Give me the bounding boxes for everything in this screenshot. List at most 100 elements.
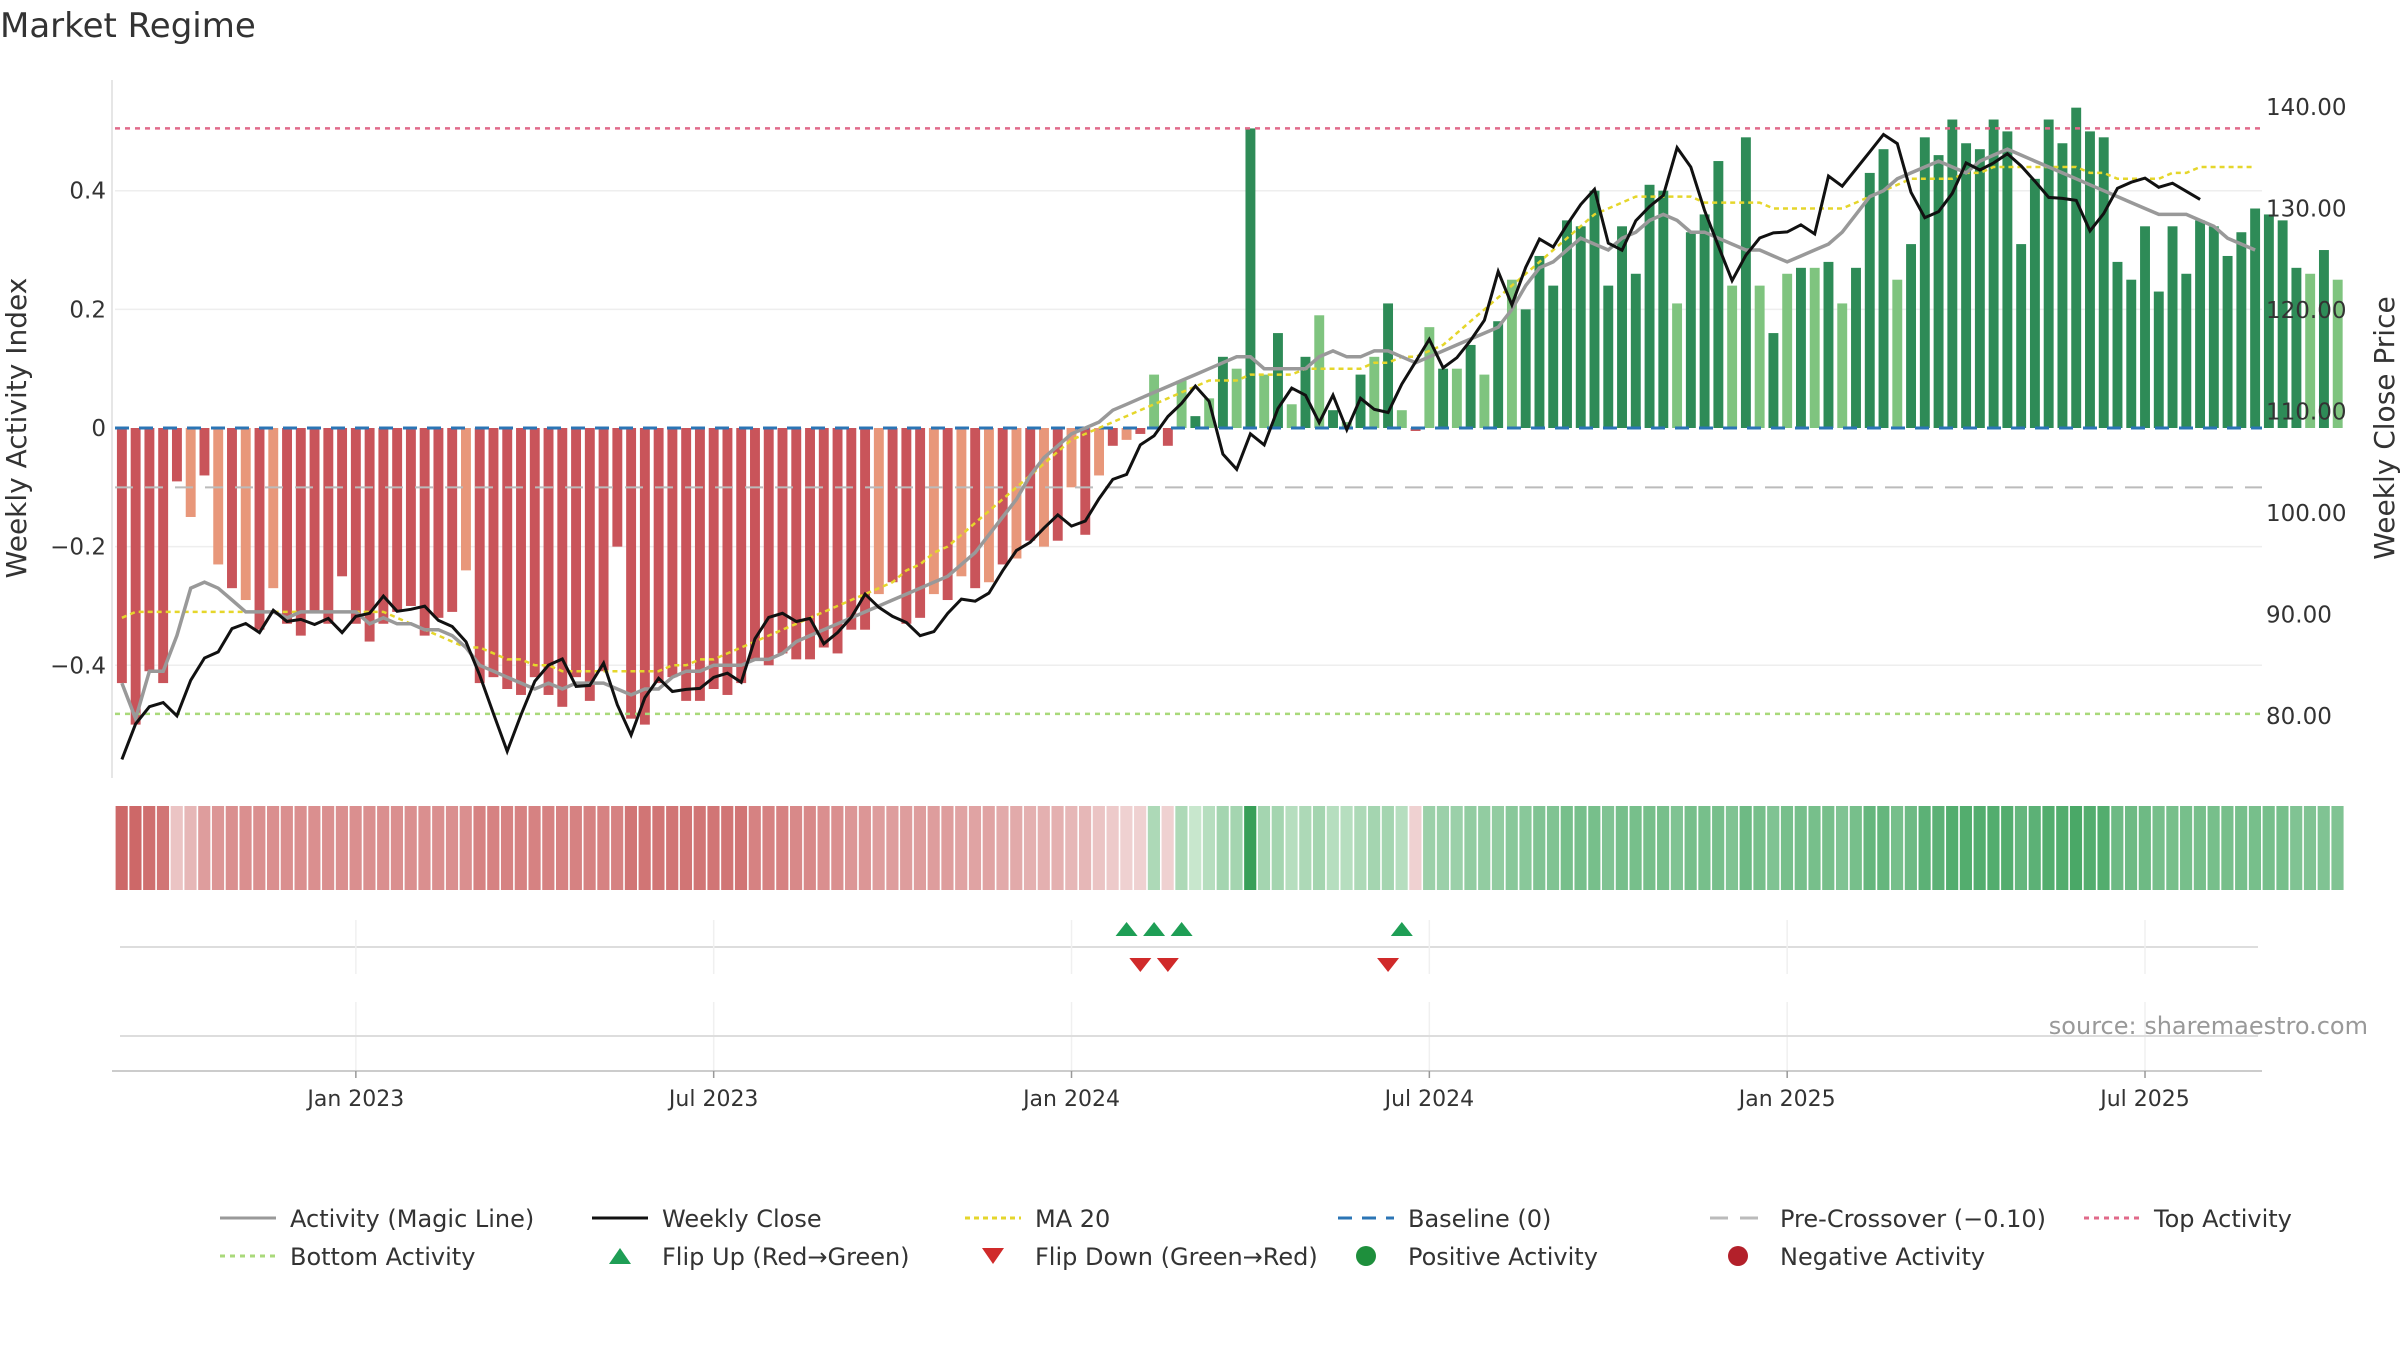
regime-strip-cell [1822, 806, 1835, 890]
activity-bar [777, 428, 788, 654]
regime-strip-cell [707, 806, 720, 890]
page-title: Market Regime [0, 6, 256, 46]
activity-bar [1795, 267, 1806, 428]
regime-strip [115, 806, 2344, 890]
regime-strip-cell [2124, 806, 2138, 890]
regime-strip-cell [652, 806, 665, 890]
activity-bar [1314, 315, 1325, 428]
activity-bar [970, 428, 981, 589]
activity-bar [1190, 416, 1201, 428]
activity-bar [1080, 428, 1091, 535]
y-tick-label-right: 140.00 [2266, 95, 2346, 121]
regime-strip-cell [1078, 806, 1092, 890]
x-tick-label: Jan 2025 [1737, 1087, 1836, 1112]
activity-bar [681, 428, 692, 701]
activity-bar [130, 428, 141, 725]
regime-strip-cell [363, 806, 376, 890]
y-tick-label-right: 100.00 [2266, 501, 2346, 527]
activity-bar [516, 428, 526, 695]
activity-bar [447, 428, 458, 612]
activity-bar [2098, 137, 2109, 429]
regime-strip-cell [349, 806, 362, 890]
regime-strip-cell [831, 806, 844, 890]
y-axis-label-right: Weekly Close Price [2368, 296, 2400, 559]
activity-bar [942, 428, 953, 601]
regime-strip-cell [1023, 806, 1037, 890]
regime-strip-cell [762, 806, 775, 890]
regime-strip-cell [666, 806, 679, 890]
regime-strip-cell [1106, 806, 1119, 890]
activity-bar [1052, 428, 1063, 541]
regime-strip-cell [542, 806, 555, 890]
regime-strip-cell [872, 806, 885, 890]
activity-bar [1465, 344, 1476, 428]
x-tick-label: Jul 2025 [2098, 1087, 2190, 1112]
regime-strip-cell [556, 806, 569, 890]
regime-strip-cell [583, 806, 596, 890]
regime-strip-cell [1409, 806, 1422, 890]
regime-strip-cell [1299, 806, 1312, 890]
regime-strip-cell [1615, 806, 1628, 890]
legend-label: Negative Activity [1780, 1243, 1985, 1271]
regime-strip-cell [2303, 806, 2317, 890]
activity-bar [750, 428, 760, 660]
regime-strip-cell [404, 806, 417, 890]
activity-bar [1575, 226, 1586, 428]
activity-bar [1947, 119, 1958, 428]
regime-strip-cell [1271, 806, 1284, 890]
regime-strip-cell [2111, 806, 2124, 890]
legend-swatch-flip-up [609, 1248, 631, 1264]
regime-strip-cell [1505, 806, 1518, 890]
regime-strip-cell [968, 806, 982, 890]
regime-strip-cell [1601, 806, 1615, 890]
activity-bar [1273, 333, 1283, 428]
activity-bar [1933, 155, 1944, 428]
regime-strip-cell [1354, 806, 1367, 890]
regime-strip-cell [1312, 806, 1326, 890]
legend-label: Baseline (0) [1408, 1205, 1551, 1233]
activity-bar [997, 428, 1008, 565]
regime-strip-cell [1450, 806, 1463, 890]
activity-bar [171, 428, 182, 482]
activity-bar [1837, 303, 1848, 428]
activity-bar [1493, 321, 1504, 428]
activity-bar [1094, 428, 1104, 476]
regime-strip-cell [2014, 806, 2028, 890]
activity-bar [502, 428, 513, 690]
regime-strip-cell [2042, 806, 2055, 890]
activity-bar [1754, 285, 1765, 428]
activity-bar [873, 428, 884, 595]
activity-bar [488, 428, 499, 678]
activity-bar [1562, 220, 1572, 428]
activity-bar [1438, 368, 1449, 428]
regime-strip-cell [2001, 806, 2014, 890]
activity-bar [295, 428, 306, 636]
regime-strip-cell [266, 806, 280, 890]
regime-strip-cell [2276, 806, 2289, 890]
activity-bar [1369, 356, 1380, 428]
regime-strip-cell [445, 806, 459, 890]
activity-bar [2029, 178, 2040, 428]
regime-strip-cell [817, 806, 830, 890]
regime-strip-cell [294, 806, 307, 890]
regime-strip-cell [1175, 806, 1188, 890]
regime-strip-cell [1010, 806, 1023, 890]
activity-bar [1919, 137, 1930, 429]
x-axis-ticks: Jan 2023 Jul 2023 Jan 2024 Jul 2024 Jan 2025… [305, 1071, 2190, 1112]
flip-down-marker [1156, 958, 1179, 972]
regime-strip-cell [377, 806, 390, 890]
activity-bar [956, 428, 967, 577]
regime-strip-cell [1725, 806, 1739, 890]
regime-strip-cell [432, 806, 445, 890]
regime-strip-cell [1285, 806, 1298, 890]
activity-bar [1658, 190, 1669, 428]
regime-strip-cell [143, 806, 156, 890]
regime-strip-cell [1216, 806, 1229, 890]
regime-strip-cell [184, 806, 197, 890]
regime-strip-cell [1629, 806, 1642, 890]
regime-strip-cell [789, 806, 803, 890]
activity-bar [639, 428, 650, 725]
activity-bar [736, 428, 747, 684]
activity-bar [2002, 131, 2013, 428]
regime-strip-cell [1065, 806, 1078, 890]
